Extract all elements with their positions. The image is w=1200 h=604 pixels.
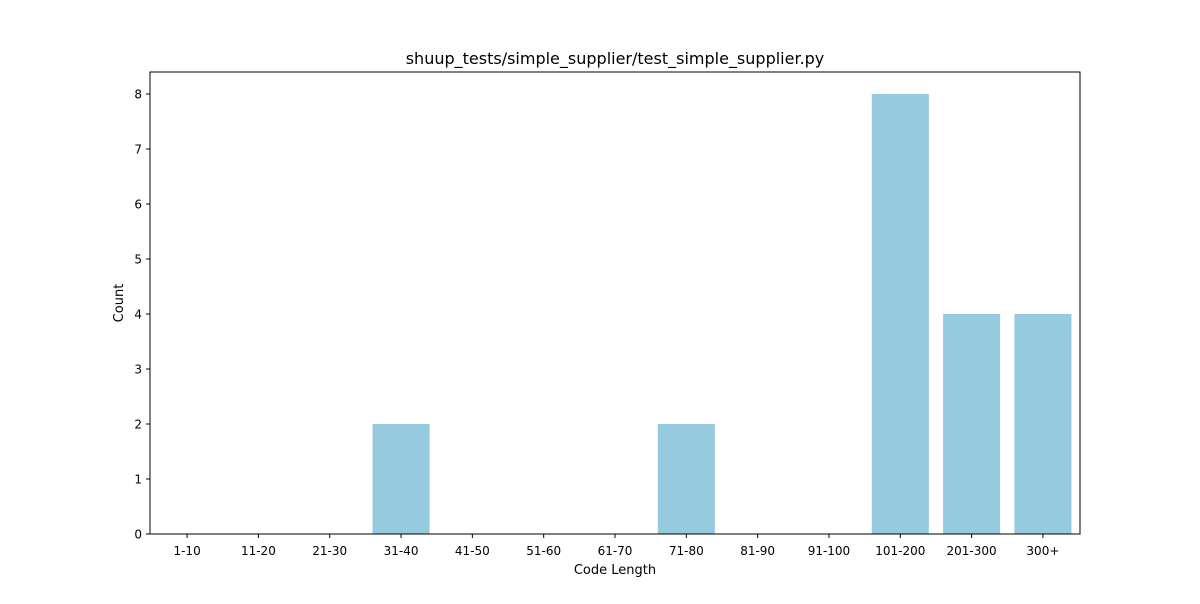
- x-tick-label: 31-40: [384, 544, 419, 558]
- bars: [372, 94, 1072, 534]
- x-tick-label: 61-70: [598, 544, 633, 558]
- bar-201-300: [943, 314, 1001, 534]
- bar-71-80: [657, 424, 715, 534]
- x-tick-label: 21-30: [312, 544, 347, 558]
- x-axis: 1-10 11-20 21-30 31-40 41-50 51-60 61-70 71-80 8…: [173, 534, 1059, 558]
- bar-101-200: [871, 94, 929, 534]
- x-tick-label: 41-50: [455, 544, 490, 558]
- x-axis-label: Code Length: [574, 563, 656, 578]
- y-axis: 0 1 2 3 4 5 6 7 8: [134, 88, 150, 542]
- x-tick-label: 71-80: [669, 544, 704, 558]
- x-tick-label: 81-90: [740, 544, 775, 558]
- y-tick-label: 0: [134, 528, 142, 542]
- y-tick-label: 5: [134, 253, 142, 267]
- bar-300+: [1014, 314, 1072, 534]
- y-axis-label: Count: [112, 284, 127, 323]
- y-tick-label: 4: [134, 308, 142, 322]
- y-tick-label: 8: [134, 88, 142, 102]
- x-tick-label: 91-100: [808, 544, 851, 558]
- x-tick-label: 101-200: [875, 544, 925, 558]
- y-tick-label: 2: [134, 418, 142, 432]
- x-tick-label: 1-10: [173, 544, 200, 558]
- x-tick-label: 11-20: [241, 544, 276, 558]
- x-tick-label: 300+: [1026, 544, 1059, 558]
- y-tick-label: 3: [134, 363, 142, 377]
- y-tick-label: 7: [134, 143, 142, 157]
- y-tick-label: 6: [134, 198, 142, 212]
- x-tick-label: 201-300: [947, 544, 997, 558]
- bar-31-40: [372, 424, 430, 534]
- x-tick-label: 51-60: [526, 544, 561, 558]
- chart-title: shuup_tests/simple_supplier/test_simple_…: [406, 49, 825, 69]
- y-tick-label: 1: [134, 473, 142, 487]
- plot-frame: [149, 71, 1081, 535]
